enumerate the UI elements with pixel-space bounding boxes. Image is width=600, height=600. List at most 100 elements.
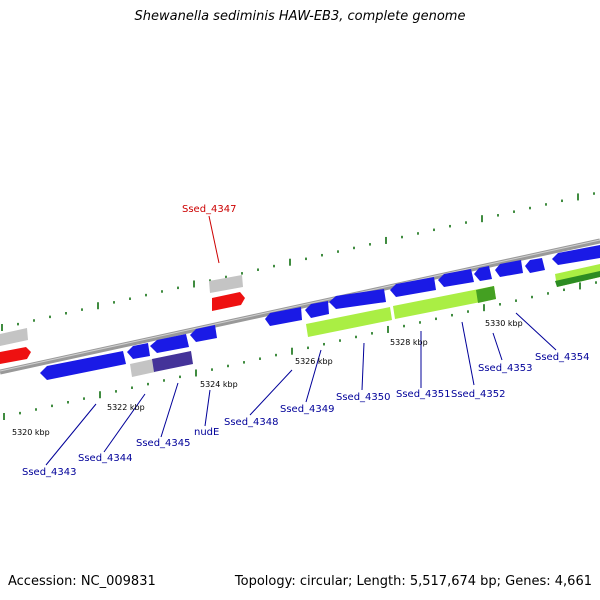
inner-tick-17 — [275, 353, 277, 357]
inner-tick-row — [3, 281, 597, 420]
inner-tick-26 — [419, 321, 421, 324]
gene-label-ssed-4344[interactable]: Ssed_4344 — [78, 453, 133, 464]
gene-label-ssed-4350[interactable]: Ssed_4350 — [336, 392, 391, 403]
gene-arrow-a6[interactable] — [474, 266, 492, 281]
outer-tick-25 — [401, 235, 403, 239]
outer-tick-0 — [1, 324, 3, 331]
gene-arrow-ssed-4345[interactable] — [150, 334, 189, 353]
inner-tick-15 — [243, 361, 245, 364]
outer-tick-33 — [529, 206, 531, 210]
gene-arrow-a8[interactable] — [525, 258, 545, 273]
inner-tick-19 — [307, 346, 309, 350]
outer-tick-31 — [497, 214, 499, 217]
inner-tick-11 — [179, 375, 181, 379]
inner-tick-33 — [531, 295, 533, 299]
outer-tick-2 — [33, 319, 35, 322]
inner-tick-18 — [291, 347, 293, 355]
gene-arrow-ssed-4347[interactable] — [212, 292, 245, 311]
outer-tick-26 — [417, 232, 419, 235]
inner-tick-13 — [211, 368, 213, 371]
outer-tick-21 — [337, 250, 339, 253]
gene-label-ssed-4353[interactable]: Ssed_4353 — [478, 363, 533, 374]
inner-tick-14 — [227, 364, 229, 368]
gene-label-ssed-4343[interactable]: Ssed_4343 — [22, 467, 77, 478]
outer-tick-15 — [241, 272, 243, 275]
outer-tick-23 — [369, 243, 371, 246]
inner-tick-31 — [499, 303, 501, 306]
outer-tick-29 — [465, 221, 467, 224]
gene-arrow-left-edge[interactable] — [0, 347, 31, 364]
gene-label-ssed-4354[interactable]: Ssed_4354 — [535, 352, 590, 363]
gene-block-ssed-4345-purple[interactable] — [152, 351, 193, 372]
outer-tick-10 — [161, 290, 163, 293]
inner-tick-25 — [403, 324, 405, 328]
gene-arrow-ssed-4343[interactable] — [40, 351, 126, 380]
outer-tick-30 — [481, 215, 483, 223]
inner-tick-34 — [547, 292, 549, 295]
outer-tick-7 — [113, 301, 115, 304]
outer-tick-28 — [449, 224, 451, 228]
gene-block-ssed-4349[interactable] — [306, 307, 392, 337]
inner-tick-10 — [163, 379, 165, 382]
inner-tick-27 — [435, 317, 437, 321]
gene-arrow-a1[interactable] — [265, 307, 302, 326]
inner-tick-22 — [355, 335, 357, 339]
inner-tick-12 — [195, 369, 197, 377]
accession-text: Accession: NC_009831 — [8, 574, 156, 589]
gene-label-nude[interactable]: nudE — [194, 427, 219, 438]
gene-label-ssed-4349[interactable]: Ssed_4349 — [280, 404, 335, 415]
gene-label-ssed-4348[interactable]: Ssed_4348 — [224, 417, 279, 428]
outer-tick-22 — [353, 246, 355, 250]
outer-tick-20 — [321, 253, 323, 257]
outer-tick-8 — [129, 297, 131, 300]
gene-arrow-a5[interactable] — [438, 269, 474, 287]
inner-tick-2 — [35, 408, 37, 411]
scale-label-5320: 5320 kbp — [12, 428, 50, 437]
inner-tick-4 — [67, 400, 69, 404]
map-title: Shewanella sediminis HAW-EB3, complete g… — [134, 9, 466, 24]
gene-label-ssed-4345[interactable]: Ssed_4345 — [136, 438, 191, 449]
inner-tick-23 — [371, 332, 373, 335]
gene-block-ssed-4354-dark[interactable] — [555, 271, 600, 287]
genome-backbone — [0, 238, 600, 375]
outer-tick-row — [1, 192, 595, 331]
scale-label-5326: 5326 kbp — [295, 357, 333, 366]
gene-arrow-nude[interactable] — [190, 325, 217, 342]
outer-tick-4 — [65, 311, 67, 315]
outer-tick-37 — [593, 192, 595, 195]
gene-block-ssed-4352-dark[interactable] — [476, 286, 496, 303]
gene-label-ssed-4347[interactable]: Ssed_4347 — [182, 204, 237, 215]
inner-tick-36 — [579, 282, 581, 290]
inner-tick-6 — [99, 391, 101, 399]
gene-arrow-a7[interactable] — [495, 260, 523, 277]
gene-block-ssed-4347-gray[interactable] — [209, 275, 243, 293]
gene-arrow-a2[interactable] — [305, 301, 329, 318]
outer-tick-1 — [17, 322, 19, 326]
outer-tick-9 — [145, 293, 147, 297]
gene-label-ssed-4352[interactable]: Ssed_4352 — [451, 389, 506, 400]
scale-label-5328: 5328 kbp — [390, 338, 428, 347]
genome-backbone-highlight — [0, 239, 600, 372]
scale-label-5324: 5324 kbp — [200, 380, 238, 389]
outer-tick-6 — [97, 302, 99, 310]
gene-arrow-a4[interactable] — [390, 277, 436, 297]
gene-arrow-ssed-4344[interactable] — [127, 343, 150, 359]
gene-block-left-edge-gray[interactable] — [0, 328, 28, 346]
scale-label-5330: 5330 kbp — [485, 319, 523, 328]
inner-tick-5 — [83, 397, 85, 400]
inner-tick-24 — [387, 325, 389, 333]
gene-arrow-a9[interactable] — [552, 245, 600, 265]
outer-tick-11 — [177, 286, 179, 290]
gene-label-ssed-4351[interactable]: Ssed_4351 — [396, 389, 451, 400]
gene-block-ssed-4345-gray[interactable] — [130, 359, 155, 377]
inner-tick-0 — [3, 413, 5, 420]
outer-tick-34 — [545, 203, 547, 206]
genome-summary-text: Topology: circular; Length: 5,517,674 bp… — [234, 574, 592, 589]
outer-tick-17 — [273, 264, 275, 268]
gene-block-ssed-4351[interactable] — [393, 286, 496, 319]
inner-tick-16 — [259, 357, 261, 360]
outer-tick-36 — [577, 193, 579, 201]
gene-arrow-a3[interactable] — [329, 289, 386, 309]
outer-tick-24 — [385, 236, 387, 244]
